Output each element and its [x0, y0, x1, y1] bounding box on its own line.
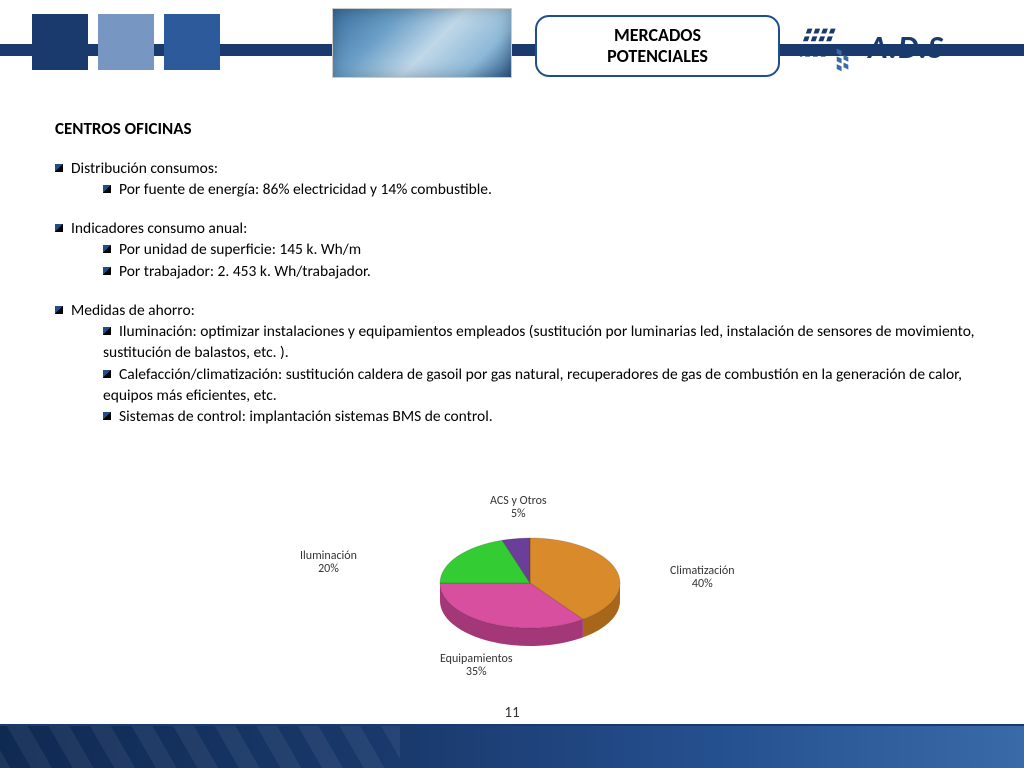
list-item: Indicadores consumo anual: Por unidad de … [55, 219, 992, 283]
header-square [98, 14, 154, 70]
footer-band [0, 726, 1024, 768]
list-item: Medidas de ahorro: Iluminación: optimizar… [55, 301, 992, 429]
header-squares [32, 14, 220, 70]
sub-list-item: Por unidad de superficie: 145 k. Wh/m [103, 240, 992, 261]
slide-title-pill: MERCADOS POTENCIALES [535, 15, 780, 77]
page-number: 11 [0, 702, 1024, 724]
slide-header: MERCADOS POTENCIALES [0, 0, 1024, 90]
pie-slice-label: Equipamientos35% [440, 653, 513, 679]
bullet-list: Distribución consumos: Por fuente de ener… [55, 159, 992, 428]
sub-list-item: Por fuente de energía: 86% electricidad … [103, 180, 992, 201]
slide-footer: 11 [0, 716, 1024, 768]
sub-list: Iluminación: optimizar instalaciones y e… [55, 322, 992, 429]
logo-text: A.D.S [868, 28, 944, 67]
header-square [32, 14, 88, 70]
sub-list-item: Calefacción/climatización: sustitución c… [103, 365, 992, 407]
pie-slice-label: Climatización40% [670, 565, 735, 591]
list-item-heading: Medidas de ahorro: [71, 301, 195, 320]
pie-slice-label: ACS y Otros5% [490, 495, 547, 521]
pie-chart-svg [420, 523, 640, 663]
pie-slice-label: Iluminación20% [300, 550, 357, 576]
section-title: CENTROS OFICINAS [55, 118, 992, 139]
header-square [164, 14, 220, 70]
logo-cube-icon [800, 22, 858, 72]
list-item: Distribución consumos: Por fuente de ener… [55, 159, 992, 201]
sub-list: Por unidad de superficie: 145 k. Wh/mPor… [55, 240, 992, 283]
sub-list: Por fuente de energía: 86% electricidad … [55, 180, 992, 201]
slide-title-line2: POTENCIALES [607, 46, 708, 67]
slide-title-line1: MERCADOS [614, 25, 701, 46]
logo: A.D.S [800, 18, 1005, 76]
list-item-heading: Distribución consumos: [71, 159, 218, 178]
sub-list-item: Por trabajador: 2. 453 k. Wh/trabajador. [103, 262, 992, 283]
pie-chart: Climatización40%Equipamientos35%Iluminac… [290, 495, 770, 675]
content-area: CENTROS OFICINAS Distribución consumos: P… [0, 90, 1024, 428]
sub-list-item: Iluminación: optimizar instalaciones y e… [103, 322, 992, 364]
header-photo [332, 8, 512, 78]
sub-list-item: Sistemas de control: implantación sistem… [103, 407, 992, 428]
list-item-heading: Indicadores consumo anual: [71, 219, 247, 238]
